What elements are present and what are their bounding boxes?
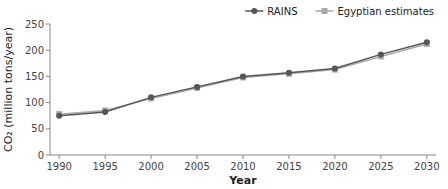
series-line <box>59 44 427 114</box>
x-tick-label: 2025 <box>368 161 393 172</box>
y-tick <box>46 24 50 25</box>
y-tick <box>46 128 50 129</box>
x-tick <box>334 155 335 159</box>
x-tick-label: 2015 <box>276 161 301 172</box>
x-tick <box>380 155 381 159</box>
y-tick-label: 100 <box>25 97 44 108</box>
series <box>56 39 430 118</box>
series-marker <box>240 73 246 79</box>
series-marker <box>332 66 338 72</box>
series <box>56 41 430 117</box>
x-tick-label: 1995 <box>92 161 117 172</box>
x-tick <box>59 155 60 159</box>
x-tick <box>151 155 152 159</box>
x-tick-label: 1990 <box>46 161 71 172</box>
x-tick <box>426 155 427 159</box>
y-tick <box>46 50 50 51</box>
series-marker <box>102 109 108 115</box>
x-tick <box>197 155 198 159</box>
series-marker <box>56 113 62 119</box>
series-marker <box>148 94 154 100</box>
x-tick-label: 2030 <box>414 161 439 172</box>
y-tick <box>46 102 50 103</box>
x-axis-label: Year <box>228 174 257 187</box>
y-tick-label: 50 <box>31 123 44 134</box>
series-marker <box>378 51 384 57</box>
series-line <box>59 42 427 115</box>
series-marker <box>286 70 292 76</box>
chart: 1990 1995 2000 2005 2010 2015 2020 2025 2030 0 50 1… <box>0 0 448 189</box>
y-tick-label: 0 <box>38 150 44 161</box>
x-tick-label: 2020 <box>322 161 347 172</box>
y-tick <box>46 76 50 77</box>
y-axis-line <box>50 24 51 155</box>
x-tick-label: 2000 <box>138 161 163 172</box>
series-group <box>56 39 430 118</box>
y-tick-label: 200 <box>25 45 44 56</box>
y-tick <box>46 155 50 156</box>
legend-label: RAINS <box>267 6 297 17</box>
y-tick-label: 150 <box>25 71 44 82</box>
x-tick <box>243 155 244 159</box>
legend-item: Egyptian estimates <box>316 6 435 17</box>
legend-label: Egyptian estimates <box>338 6 435 17</box>
y-axis-label: CO₂ (million tons/year) <box>2 27 15 152</box>
legend-marker <box>251 8 257 14</box>
series-marker <box>424 39 430 45</box>
x-tick-label: 2005 <box>184 161 209 172</box>
legend-item: RAINS <box>245 6 297 17</box>
x-tick-label: 2010 <box>230 161 255 172</box>
x-tick <box>288 155 289 159</box>
series-marker <box>194 84 200 90</box>
y-tick-label: 250 <box>25 19 44 30</box>
legend-marker <box>322 8 328 14</box>
legend: RAINS Egyptian estimates <box>245 6 434 17</box>
x-tick <box>105 155 106 159</box>
